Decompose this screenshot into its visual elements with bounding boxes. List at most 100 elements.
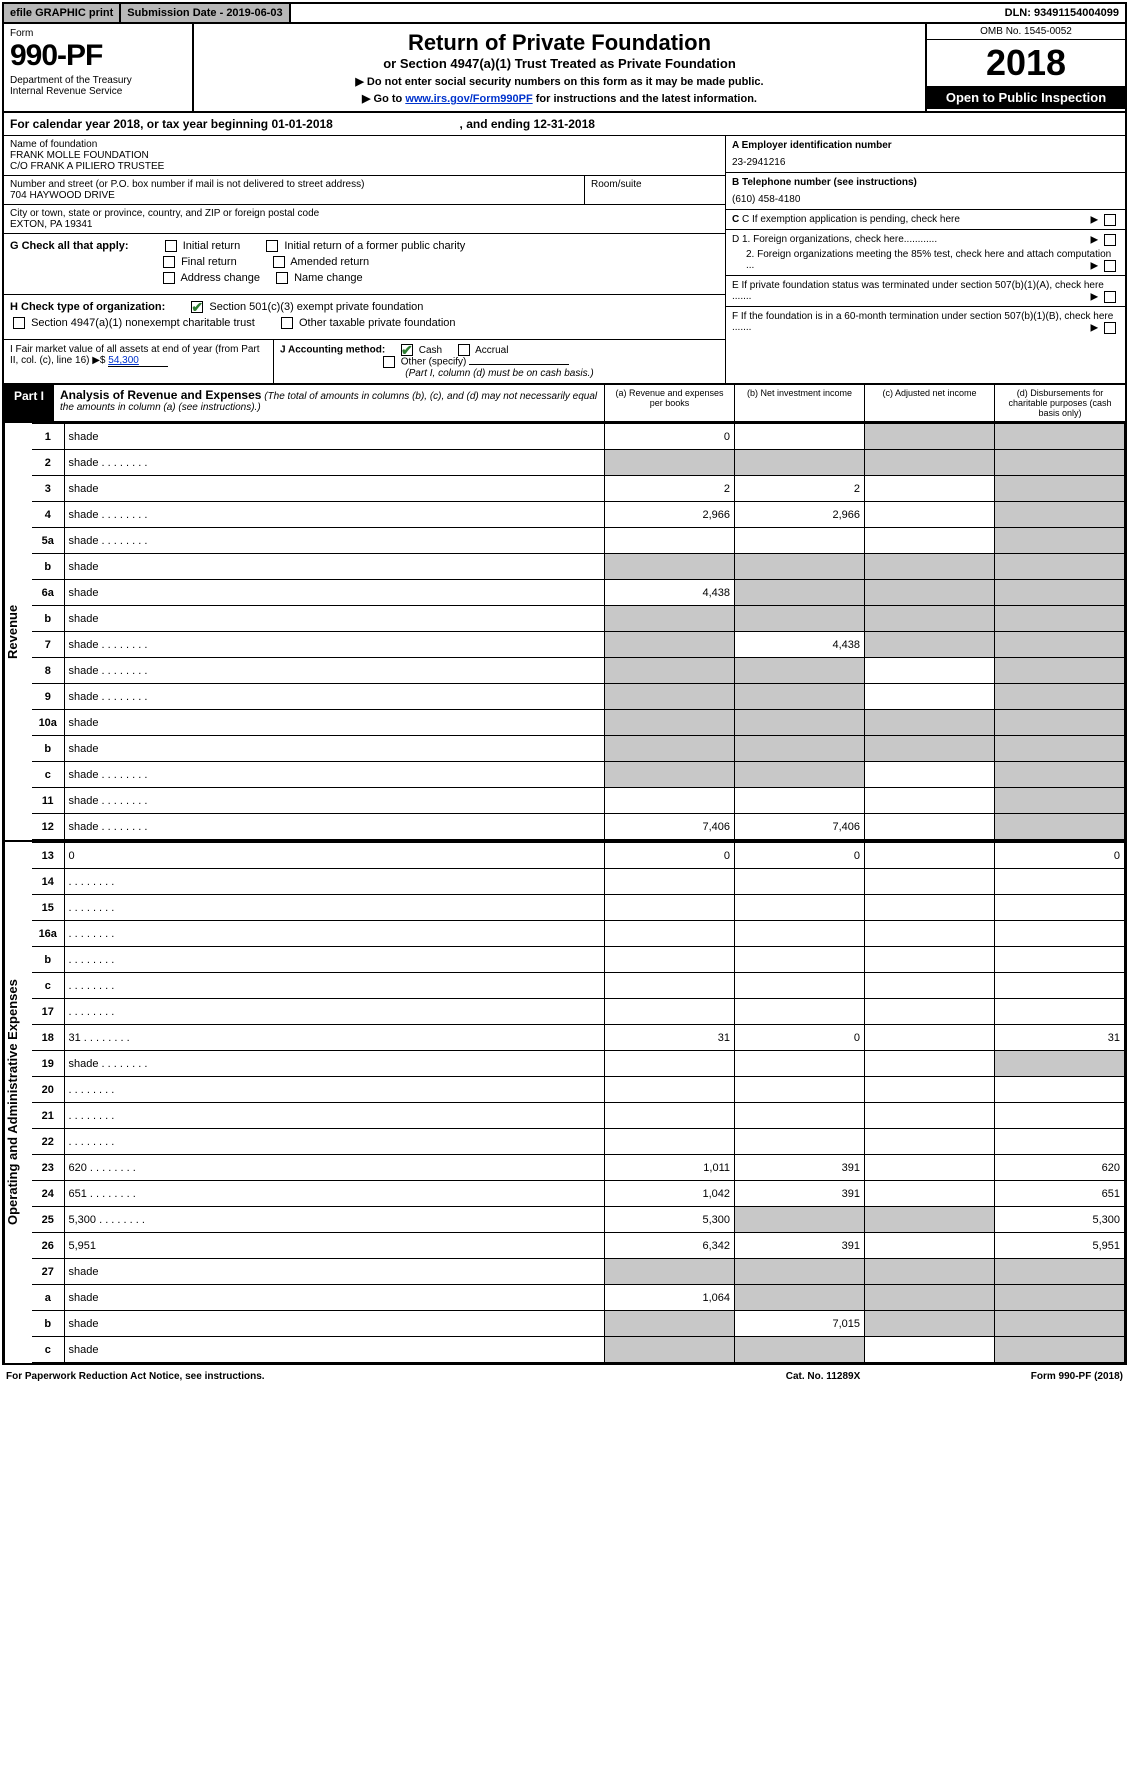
col-a: (a) Revenue and expenses per books — [605, 385, 735, 421]
col-b: (b) Net investment income — [735, 385, 865, 421]
form-label: Form — [10, 28, 186, 39]
col-d: (d) Disbursements for charitable purpose… — [995, 385, 1125, 421]
header-right: OMB No. 1545-0052 2018 Open to Public In… — [925, 24, 1125, 111]
city-label: City or town, state or province, country… — [10, 208, 719, 219]
col-c: (c) Adjusted net income — [865, 385, 995, 421]
chk-other-taxable[interactable] — [281, 317, 293, 329]
line-row: 17 . . . . . . . . — [32, 999, 1125, 1025]
line-row: 19shade . . . . . . . . — [32, 1051, 1125, 1077]
section-i: I Fair market value of all assets at end… — [4, 340, 274, 383]
line-row: 20 . . . . . . . . — [32, 1077, 1125, 1103]
sidebar-revenue: Revenue — [4, 423, 32, 840]
dln: DLN: 93491154004099 — [999, 4, 1125, 22]
box-c: C C If exemption application is pending,… — [726, 210, 1125, 230]
line-row: 23620 . . . . . . . .1,011391620 — [32, 1155, 1125, 1181]
revenue-table: 1shade02shade . . . . . . . .3shade224sh… — [32, 423, 1125, 840]
section-g: G Check all that apply: Initial return I… — [4, 234, 725, 295]
header-left: Form 990-PF Department of the Treasury I… — [4, 24, 194, 111]
line-row: 1831 . . . . . . . .31031 — [32, 1025, 1125, 1051]
chk-f[interactable] — [1104, 322, 1116, 334]
room-label: Room/suite — [591, 179, 719, 190]
line-row: 7shade . . . . . . . .4,438 — [32, 632, 1125, 658]
chk-c[interactable] — [1104, 214, 1116, 226]
ein: 23-2941216 — [732, 157, 1119, 168]
line-row: b . . . . . . . . — [32, 947, 1125, 973]
form-container: efile GRAPHIC print Submission Date - 20… — [2, 2, 1127, 1365]
chk-accrual[interactable] — [458, 344, 470, 356]
topbar: efile GRAPHIC print Submission Date - 20… — [4, 4, 1125, 24]
chk-other-method[interactable] — [383, 356, 395, 368]
box-d: D 1. Foreign organizations, check here..… — [726, 230, 1125, 276]
line-row: bshade7,015 — [32, 1311, 1125, 1337]
address: 704 HAYWOOD DRIVE — [10, 190, 578, 201]
line-row: 12shade . . . . . . . .7,4067,406 — [32, 814, 1125, 840]
dept-label: Department of the Treasury Internal Reve… — [10, 75, 186, 97]
part1-tab: Part I — [4, 385, 54, 421]
part1-title: Analysis of Revenue and Expenses (The to… — [54, 385, 605, 421]
chk-initial-former[interactable] — [266, 240, 278, 252]
line-row: 8shade . . . . . . . . — [32, 658, 1125, 684]
foundation-name: FRANK MOLLE FOUNDATION C/O FRANK A PILIE… — [10, 150, 719, 172]
header-center: Return of Private Foundation or Section … — [194, 24, 925, 111]
form-number: 990-PF — [10, 39, 186, 73]
name-label: Name of foundation — [10, 139, 719, 150]
open-public: Open to Public Inspection — [927, 86, 1125, 109]
line-row: 4shade . . . . . . . .2,9662,966 — [32, 502, 1125, 528]
form-title: Return of Private Foundation — [204, 30, 915, 56]
line-row: 21 . . . . . . . . — [32, 1103, 1125, 1129]
line-row: 16a . . . . . . . . — [32, 921, 1125, 947]
expenses-section: Operating and Administrative Expenses 13… — [4, 840, 1125, 1363]
chk-name-change[interactable] — [276, 272, 288, 284]
chk-4947[interactable] — [13, 317, 25, 329]
footer-mid: Cat. No. 11289X — [723, 1371, 923, 1382]
chk-initial-return[interactable] — [165, 240, 177, 252]
line-row: bshade — [32, 554, 1125, 580]
line-row: 9shade . . . . . . . . — [32, 684, 1125, 710]
line-row: 24651 . . . . . . . .1,042391651 — [32, 1181, 1125, 1207]
info-right: A Employer identification number 23-2941… — [725, 136, 1125, 383]
chk-d1[interactable] — [1104, 234, 1116, 246]
note-1: ▶ Do not enter social security numbers o… — [204, 75, 915, 88]
omb-number: OMB No. 1545-0052 — [927, 24, 1125, 40]
line-row: 2shade . . . . . . . . — [32, 450, 1125, 476]
line-row: 27shade — [32, 1259, 1125, 1285]
chk-d2[interactable] — [1104, 260, 1116, 272]
irs-link[interactable]: www.irs.gov/Form990PF — [405, 93, 532, 105]
revenue-section: Revenue 1shade02shade . . . . . . . .3sh… — [4, 423, 1125, 840]
chk-amended[interactable] — [273, 256, 285, 268]
efile-label: efile GRAPHIC print — [4, 4, 121, 22]
box-e: E If private foundation status was termi… — [726, 276, 1125, 307]
box-b: B Telephone number (see instructions) (6… — [726, 173, 1125, 210]
city-row: City or town, state or province, country… — [4, 205, 725, 234]
section-h: H Check type of organization: Section 50… — [4, 295, 725, 340]
line-row: c . . . . . . . . — [32, 973, 1125, 999]
line-row: cshade — [32, 1337, 1125, 1363]
line-row: bshade — [32, 606, 1125, 632]
phone: (610) 458-4180 — [732, 194, 1119, 205]
part1-header: Part I Analysis of Revenue and Expenses … — [4, 385, 1125, 423]
city: EXTON, PA 19341 — [10, 219, 719, 230]
line-row: bshade — [32, 736, 1125, 762]
form-header: Form 990-PF Department of the Treasury I… — [4, 24, 1125, 113]
page-footer: For Paperwork Reduction Act Notice, see … — [0, 1367, 1129, 1386]
chk-final-return[interactable] — [163, 256, 175, 268]
line-row: 11shade . . . . . . . . — [32, 788, 1125, 814]
line-row: 10ashade — [32, 710, 1125, 736]
expenses-table: 13000014 . . . . . . . .15 . . . . . . .… — [32, 842, 1125, 1363]
line-row: 14 . . . . . . . . — [32, 869, 1125, 895]
chk-501c3[interactable] — [191, 301, 203, 313]
fmv-value[interactable]: 54,300 — [108, 355, 168, 367]
tax-year: 2018 — [927, 40, 1125, 86]
line-row: 5ashade . . . . . . . . — [32, 528, 1125, 554]
chk-addr-change[interactable] — [163, 272, 175, 284]
footer-right: Form 990-PF (2018) — [923, 1371, 1123, 1382]
j-note: (Part I, column (d) must be on cash basi… — [280, 368, 719, 379]
submission-date: Submission Date - 2019-06-03 — [121, 4, 290, 22]
footer-left: For Paperwork Reduction Act Notice, see … — [6, 1371, 723, 1382]
line-row: 265,9516,3423915,951 — [32, 1233, 1125, 1259]
line-row: 15 . . . . . . . . — [32, 895, 1125, 921]
chk-cash[interactable] — [401, 344, 413, 356]
line-row: 22 . . . . . . . . — [32, 1129, 1125, 1155]
line-row: 3shade22 — [32, 476, 1125, 502]
chk-e[interactable] — [1104, 291, 1116, 303]
